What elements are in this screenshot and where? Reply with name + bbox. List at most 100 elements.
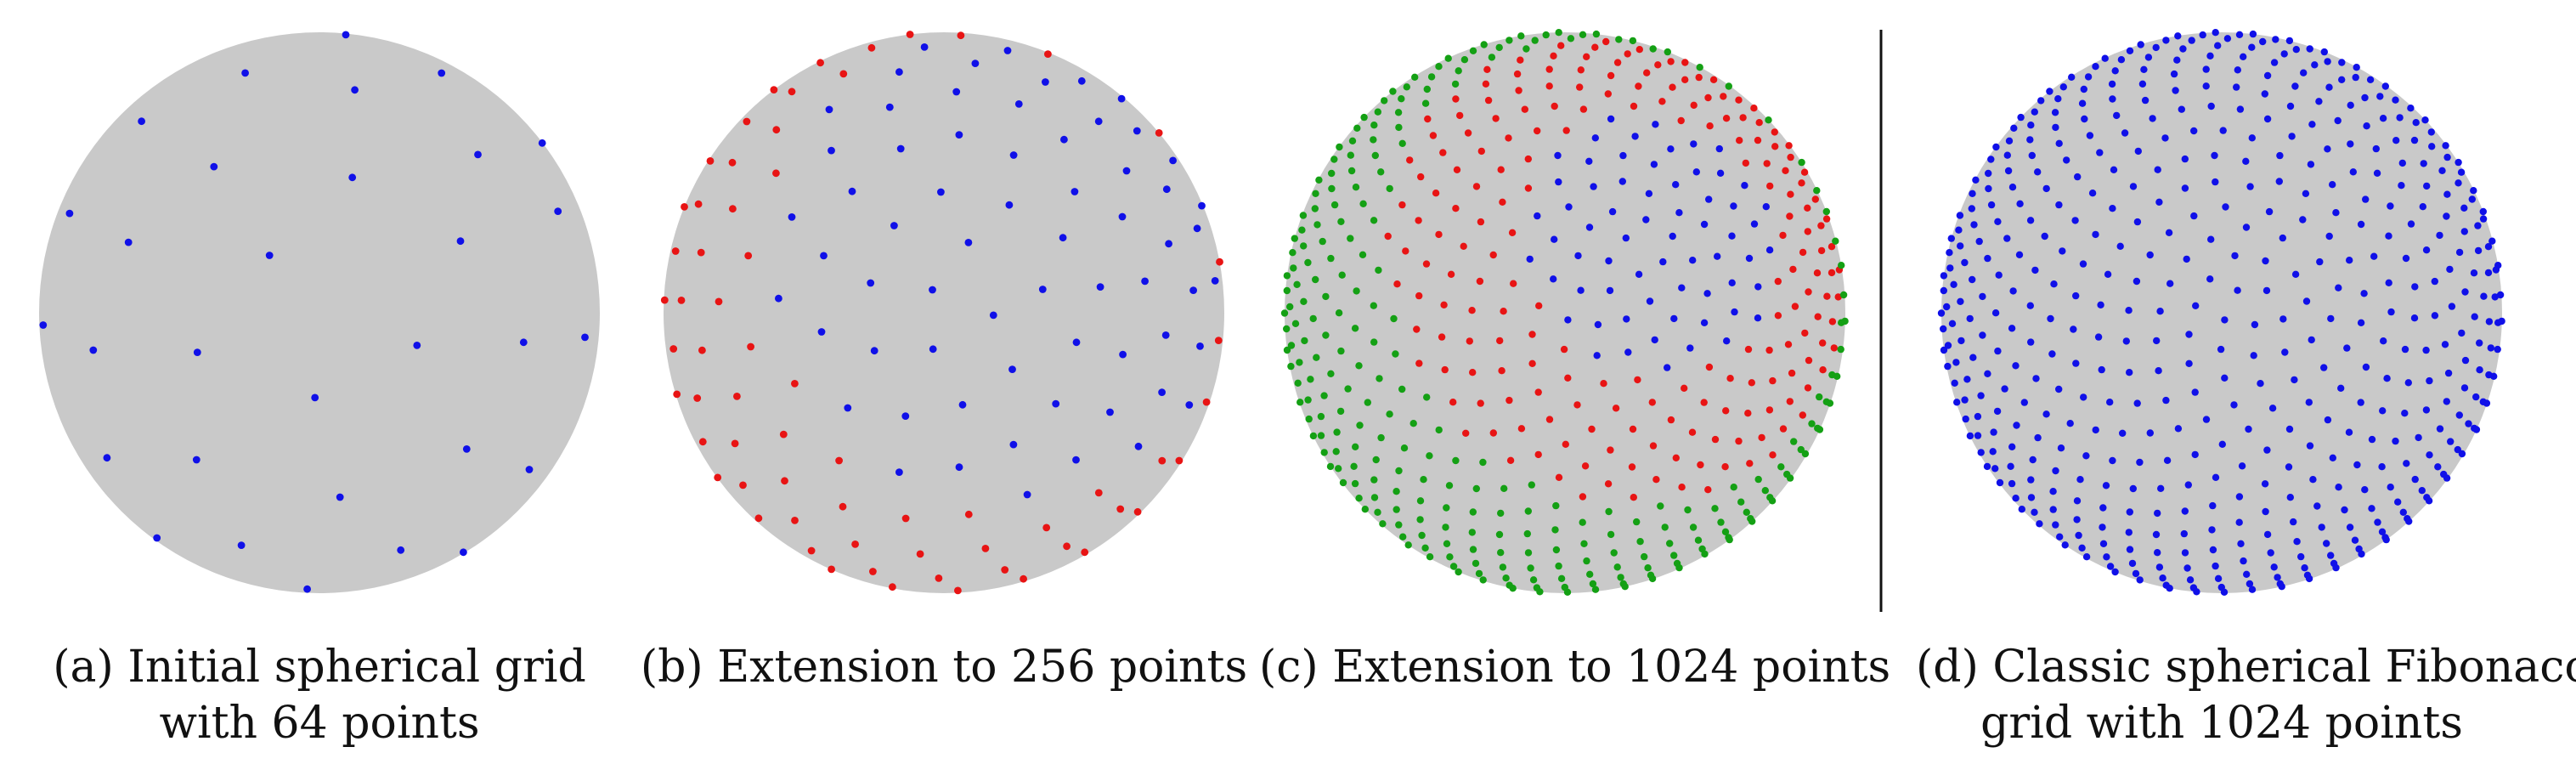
- grid-point: [2293, 538, 2301, 546]
- grid-point: [2121, 129, 2129, 137]
- grid-point: [2071, 217, 2079, 224]
- grid-point: [1819, 339, 1827, 347]
- grid-point: [1480, 41, 1488, 48]
- grid-point: [2059, 83, 2067, 91]
- grid-point: [2353, 461, 2361, 469]
- grid-point: [1650, 161, 1658, 168]
- grid-point: [1211, 277, 1219, 285]
- grid-point: [1579, 31, 1587, 38]
- grid-point: [1833, 372, 1841, 380]
- grid-point: [1175, 456, 1183, 465]
- grid-point: [192, 456, 201, 464]
- grid-point: [2017, 113, 2025, 122]
- grid-point: [1395, 467, 1403, 475]
- grid-point: [820, 252, 828, 260]
- grid-point: [2261, 90, 2268, 98]
- grid-point: [2009, 287, 2017, 295]
- grid-point: [2191, 450, 2199, 459]
- grid-point: [1500, 484, 1508, 492]
- grid-point: [2291, 270, 2300, 278]
- grid-point: [2206, 275, 2214, 283]
- grid-point: [1524, 507, 1533, 515]
- grid-point: [2125, 529, 2133, 536]
- grid-point: [1966, 432, 1974, 440]
- grid-point: [2132, 569, 2140, 578]
- grid-point: [2343, 344, 2351, 352]
- grid-point: [1528, 359, 1536, 367]
- grid-point: [1353, 124, 1361, 132]
- grid-point: [1748, 518, 1756, 525]
- grid-point: [1429, 132, 1438, 139]
- grid-point: [867, 279, 875, 287]
- grid-point: [1628, 463, 1636, 471]
- grid-point: [1550, 275, 1557, 283]
- grid-point: [2041, 232, 2048, 241]
- grid-point: [2119, 429, 2127, 437]
- grid-point: [1955, 226, 1963, 234]
- grid-point: [1185, 401, 1194, 409]
- grid-point: [2484, 269, 2493, 277]
- grid-point: [1613, 563, 1621, 571]
- grid-point: [1283, 286, 1291, 295]
- grid-point: [851, 540, 859, 548]
- grid-point: [1415, 359, 1423, 367]
- grid-point: [1293, 280, 1301, 288]
- grid-point: [1370, 136, 1377, 144]
- grid-point: [2080, 393, 2087, 401]
- grid-point: [2072, 291, 2080, 300]
- grid-point: [1786, 398, 1794, 405]
- grid-point: [1420, 476, 1427, 484]
- grid-point: [2185, 331, 2193, 338]
- grid-point: [1347, 235, 1354, 242]
- grid-point: [1791, 303, 1799, 310]
- grid-point: [1355, 362, 1363, 370]
- grid-point: [2385, 232, 2392, 240]
- grid-point: [1488, 54, 1496, 61]
- grid-point: [1591, 134, 1600, 142]
- grid-point: [2487, 344, 2494, 352]
- grid-point: [929, 286, 936, 294]
- grid-point: [1356, 422, 1364, 429]
- grid-point: [89, 346, 98, 354]
- grid-point: [1296, 359, 1303, 366]
- caption-panel-a: (a) Initial spherical grid with 64 point…: [14, 639, 625, 751]
- grid-point: [828, 565, 835, 574]
- grid-point: [1398, 385, 1406, 393]
- grid-point: [2012, 362, 2020, 370]
- grid-point: [1962, 415, 1969, 423]
- grid-point: [1042, 78, 1049, 86]
- grid-point: [2305, 574, 2313, 583]
- grid-point: [1400, 444, 1409, 452]
- grid-point: [744, 252, 753, 260]
- grid-point: [2010, 124, 2018, 132]
- caption-line: grid with 1024 points: [1980, 698, 2463, 749]
- grid-point: [2426, 376, 2433, 385]
- grid-point: [1495, 43, 1503, 52]
- grid-point: [1839, 291, 1848, 299]
- grid-point: [2102, 482, 2110, 490]
- grid-point: [2407, 220, 2415, 228]
- grid-point: [2152, 43, 2160, 52]
- grid-point: [2262, 257, 2269, 265]
- grid-point: [2341, 506, 2348, 514]
- grid-point: [2313, 502, 2321, 510]
- grid-point: [1395, 521, 1403, 529]
- grid-point: [2302, 190, 2310, 197]
- grid-point: [1953, 399, 1961, 406]
- grid-point: [1742, 159, 1749, 167]
- grid-point: [916, 550, 924, 558]
- grid-point: [1808, 420, 1816, 427]
- grid-point: [901, 412, 910, 420]
- grid-point: [1696, 64, 1703, 71]
- grid-point: [733, 393, 741, 400]
- grid-point: [1832, 237, 1839, 245]
- grid-point: [413, 342, 421, 349]
- grid-point: [1326, 462, 1335, 471]
- grid-point: [1657, 502, 1664, 510]
- grid-point: [2262, 286, 2271, 295]
- grid-point: [1722, 407, 1730, 415]
- grid-point: [1423, 393, 1431, 401]
- grid-point: [2401, 345, 2409, 354]
- grid-point: [2061, 541, 2069, 549]
- grid-point: [1521, 105, 1529, 113]
